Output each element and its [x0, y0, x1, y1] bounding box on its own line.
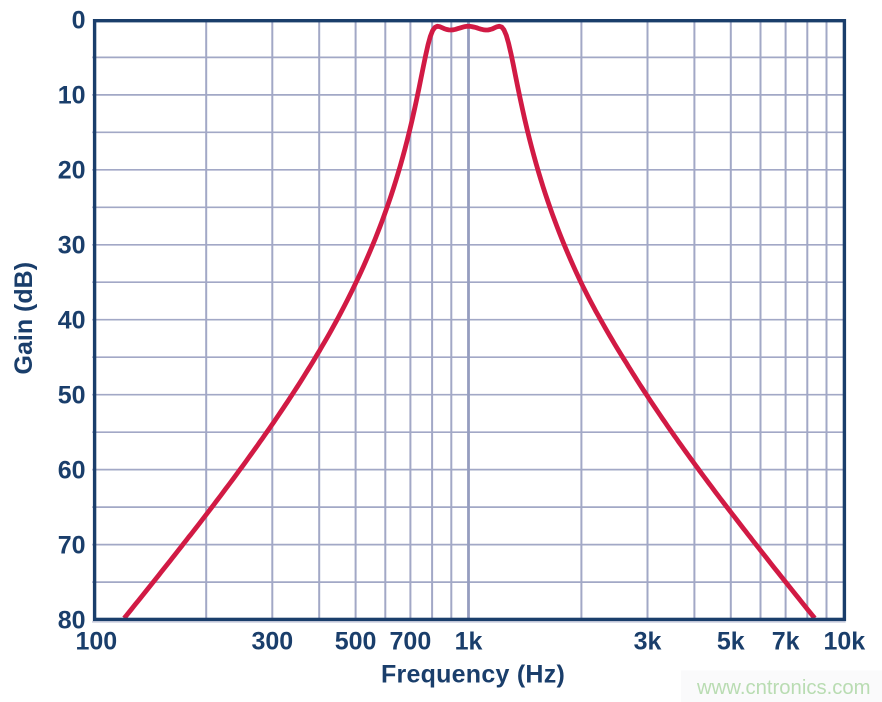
svg-text:700: 700 [390, 627, 432, 655]
svg-text:Frequency (Hz): Frequency (Hz) [381, 661, 565, 689]
svg-text:30: 30 [58, 232, 86, 260]
svg-text:500: 500 [335, 627, 377, 655]
svg-text:40: 40 [58, 307, 86, 335]
svg-text:20: 20 [58, 157, 86, 185]
svg-text:Gain (dB): Gain (dB) [10, 262, 38, 375]
svg-text:60: 60 [58, 456, 86, 484]
svg-text:3k: 3k [634, 627, 662, 655]
svg-text:7k: 7k [772, 627, 800, 655]
svg-text:www.cntronics.com: www.cntronics.com [696, 677, 871, 699]
svg-text:5k: 5k [717, 627, 745, 655]
svg-text:1k: 1k [455, 627, 483, 655]
svg-text:100: 100 [75, 627, 117, 655]
svg-text:50: 50 [58, 382, 86, 410]
svg-text:300: 300 [251, 627, 293, 655]
svg-text:0: 0 [72, 7, 86, 35]
svg-text:10k: 10k [823, 627, 865, 655]
svg-text:70: 70 [58, 531, 86, 559]
svg-text:10: 10 [58, 82, 86, 110]
svg-text:80: 80 [58, 606, 86, 634]
